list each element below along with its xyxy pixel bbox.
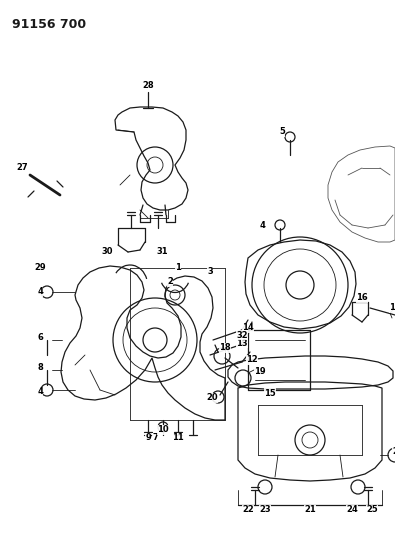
Text: 5: 5 xyxy=(279,127,285,136)
Text: 22: 22 xyxy=(242,505,254,514)
Text: 4: 4 xyxy=(259,221,265,230)
Text: 26: 26 xyxy=(392,448,395,456)
Text: 20: 20 xyxy=(206,393,218,402)
Text: 29: 29 xyxy=(34,263,46,272)
Text: 9: 9 xyxy=(145,433,151,442)
Text: 15: 15 xyxy=(264,389,276,398)
Text: 8: 8 xyxy=(37,364,43,373)
Text: 27: 27 xyxy=(16,164,28,173)
Text: 18: 18 xyxy=(219,343,231,352)
Text: 21: 21 xyxy=(304,505,316,514)
Text: 25: 25 xyxy=(366,505,378,514)
Text: 32: 32 xyxy=(236,330,248,340)
Text: 24: 24 xyxy=(346,505,358,514)
Text: 16: 16 xyxy=(356,294,368,303)
Text: 10: 10 xyxy=(157,425,169,434)
Text: 1: 1 xyxy=(175,263,181,272)
Text: 19: 19 xyxy=(254,367,266,376)
Text: 91156 700: 91156 700 xyxy=(12,18,86,31)
Text: 4: 4 xyxy=(37,387,43,397)
Text: 30: 30 xyxy=(101,247,113,256)
Text: 3: 3 xyxy=(207,268,213,277)
Text: 23: 23 xyxy=(259,505,271,514)
Text: 28: 28 xyxy=(142,82,154,91)
Text: 7: 7 xyxy=(152,433,158,442)
Text: 12: 12 xyxy=(246,356,258,365)
Text: 4: 4 xyxy=(37,287,43,296)
Text: 11: 11 xyxy=(172,433,184,442)
Text: 6: 6 xyxy=(37,334,43,343)
Text: 31: 31 xyxy=(156,247,168,256)
Text: 14: 14 xyxy=(242,324,254,333)
Text: 13: 13 xyxy=(236,338,248,348)
Text: 17: 17 xyxy=(389,303,395,312)
Text: 2: 2 xyxy=(167,278,173,287)
